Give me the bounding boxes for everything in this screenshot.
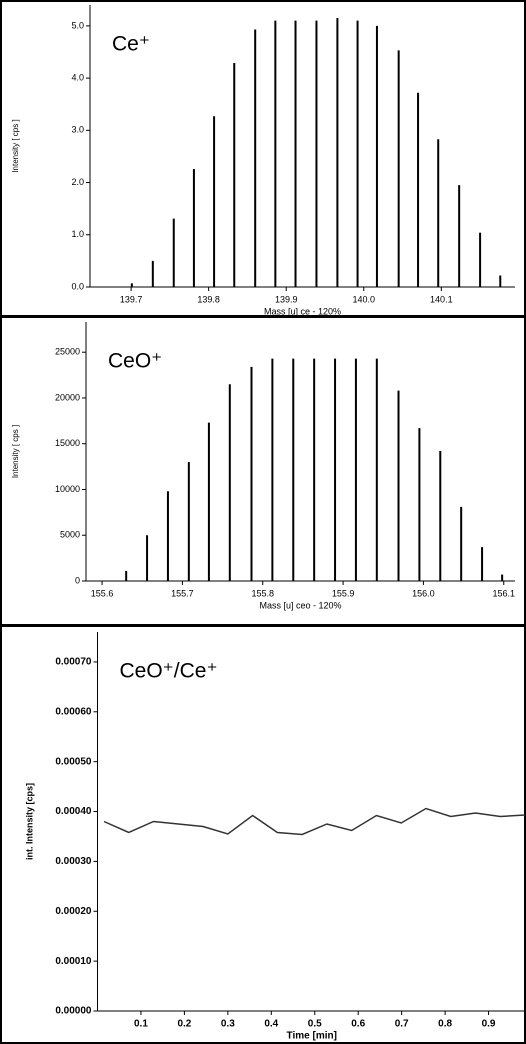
x-axis-label: Mass [u] ceo - 120% xyxy=(259,600,341,610)
x-tick-label: 140.1 xyxy=(430,294,453,304)
x-tick-label: 155.9 xyxy=(332,588,355,598)
x-tick-label: 0.2 xyxy=(177,1019,191,1030)
y-tick-label: 0.00040 xyxy=(55,806,92,817)
x-tick-label: 140.0 xyxy=(353,294,376,304)
y-tick-label: 3.0 xyxy=(71,125,84,135)
y-tick-label: 2.0 xyxy=(71,177,84,187)
y-tick-label: 0.00010 xyxy=(55,956,92,967)
x-tick-label: 0.7 xyxy=(395,1019,409,1030)
annotation: CeO⁺ xyxy=(108,350,162,373)
y-tick-label: 0 xyxy=(75,575,80,585)
x-tick-label: 155.7 xyxy=(171,588,194,598)
panel-frame xyxy=(0,0,526,317)
y-tick-label: 0.00000 xyxy=(55,1006,92,1017)
y-tick-label: 20000 xyxy=(55,392,80,402)
y-tick-label: 0.00030 xyxy=(55,856,92,867)
x-tick-label: 155.6 xyxy=(91,588,114,598)
x-tick-label: 139.7 xyxy=(120,294,143,304)
y-tick-label: 0.00070 xyxy=(55,657,92,668)
x-axis-label: Mass [u] ce - 120% xyxy=(264,306,341,316)
x-tick-label: 155.8 xyxy=(251,588,274,598)
y-tick-label: 15000 xyxy=(55,438,80,448)
y-tick-label: 4.0 xyxy=(71,72,84,82)
y-axis-label: Intensity [ cps ] xyxy=(11,119,20,172)
x-tick-label: 0.6 xyxy=(351,1019,365,1030)
annotation: Ce⁺ xyxy=(112,33,150,56)
x-tick-label: 0.1 xyxy=(134,1019,148,1030)
data-line xyxy=(103,807,526,836)
y-tick-label: 5.0 xyxy=(71,20,84,30)
y-tick-label: 0.00060 xyxy=(55,706,92,717)
y-tick-label: 0.00020 xyxy=(55,906,92,917)
y-tick-label: 10000 xyxy=(55,484,80,494)
y-axis-label: Intensity [ cps ] xyxy=(11,425,20,478)
y-tick-label: 0.0 xyxy=(71,281,84,291)
x-tick-label: 156.1 xyxy=(492,588,515,598)
panel-frame xyxy=(0,625,526,1044)
y-tick-label: 0.00050 xyxy=(55,756,92,767)
x-tick-label: 0.5 xyxy=(308,1019,322,1030)
x-tick-label: 0.4 xyxy=(264,1019,278,1030)
x-axis-label: Time [min] xyxy=(287,1031,337,1042)
y-axis-label: int. Intensity [cps] xyxy=(24,783,34,860)
x-tick-label: 139.8 xyxy=(197,294,220,304)
x-tick-label: 0.3 xyxy=(221,1019,235,1030)
annotation: CeO⁺/Ce⁺ xyxy=(120,660,218,683)
x-tick-label: 0.9 xyxy=(482,1019,496,1030)
y-tick-label: 5000 xyxy=(60,530,80,540)
y-tick-label: 1.0 xyxy=(71,229,84,239)
x-tick-label: 156.0 xyxy=(412,588,435,598)
x-tick-label: 0.8 xyxy=(438,1019,452,1030)
x-tick-label: 139.9 xyxy=(275,294,298,304)
y-tick-label: 25000 xyxy=(55,347,80,357)
